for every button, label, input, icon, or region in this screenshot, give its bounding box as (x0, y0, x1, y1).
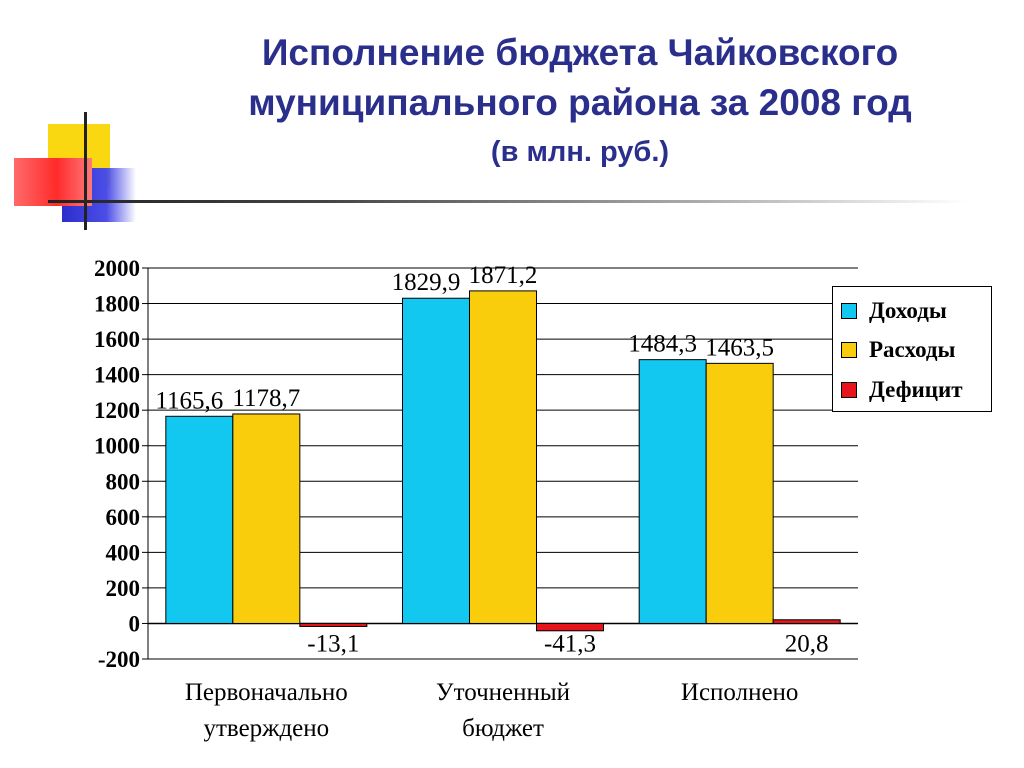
y-tick-label: 1800 (94, 292, 140, 317)
data-label: -13,1 (307, 630, 359, 657)
legend-item-deficit: Дефицит (841, 376, 963, 404)
y-tick-label: 1400 (94, 363, 140, 388)
slide-title: Исполнение бюджета Чайковского муниципал… (150, 28, 1010, 174)
bar-rashody-1 (469, 290, 537, 624)
legend-swatch-deficit (841, 382, 857, 398)
y-tick-label: 600 (106, 505, 141, 530)
y-tick-label: 1200 (94, 398, 140, 423)
data-label: 1829,9 (392, 269, 461, 296)
bar-dohody-2 (638, 359, 707, 624)
title-line-2: муниципального района за 2008 год (248, 82, 912, 123)
data-label: 1463,5 (705, 334, 774, 361)
data-label: 20,8 (785, 630, 829, 657)
y-tick-label: -200 (98, 647, 140, 672)
bar-deficit-2 (772, 619, 841, 624)
legend-item-rashody: Расходы (841, 336, 956, 364)
legend-label-dohody: Доходы (869, 298, 947, 323)
data-label: 1178,7 (232, 385, 300, 412)
data-label: 1484,3 (628, 331, 697, 358)
bar-rashody-0 (232, 413, 301, 624)
legend-swatch-dohody (841, 303, 857, 319)
x-category-label: Исполнено (681, 679, 799, 706)
title-line-1: Исполнение бюджета Чайковского (261, 32, 899, 73)
x-category-label: Первоначально (185, 679, 348, 706)
data-label: -41,3 (544, 630, 596, 657)
y-tick-label: 2000 (94, 256, 140, 281)
y-tick-label: 400 (106, 540, 141, 565)
chart-legend: Доходы Расходы Дефицит (832, 286, 992, 412)
bar-rashody-2 (705, 362, 774, 624)
y-tick-label: 200 (106, 576, 141, 601)
legend-label-deficit: Дефицит (869, 377, 963, 402)
legend-item-dohody: Доходы (841, 297, 947, 325)
legend-swatch-rashody (841, 342, 857, 358)
y-tick-label: 1000 (94, 434, 140, 459)
title-line-3: (в млн. руб.) (490, 136, 670, 168)
y-tick-label: 0 (129, 611, 141, 636)
bar-dohody-0 (165, 415, 234, 624)
bar-deficit-1 (536, 622, 604, 632)
data-label: 1165,6 (155, 387, 223, 414)
data-label: 1871,2 (469, 262, 538, 289)
y-tick-label: 1600 (94, 327, 140, 352)
x-category-label: утверждено (204, 715, 330, 742)
x-category-label: бюджет (462, 715, 544, 742)
legend-label-rashody: Расходы (869, 337, 956, 362)
y-tick-label: 800 (106, 469, 141, 494)
x-category-label: Уточненный (436, 679, 570, 706)
bar-deficit-0 (299, 622, 368, 627)
bar-dohody-1 (402, 297, 470, 624)
